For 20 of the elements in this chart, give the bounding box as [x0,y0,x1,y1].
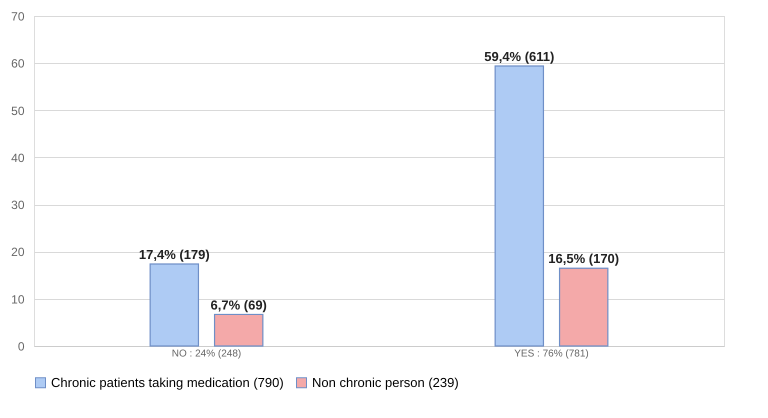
legend-label: Chronic patients taking medication (790) [51,374,284,390]
y-tick-label: 40 [11,150,25,165]
bar [150,263,200,347]
y-tick-label: 60 [11,56,25,71]
data-label: 59,4% (611) [484,48,554,64]
x-tick-label: NO : 24% (248) [172,348,242,360]
y-tick-label: 50 [11,104,25,118]
y-tick-label: 0 [18,340,25,354]
x-tick-label: YES : 76% (781) [514,348,589,360]
y-tick-label: 70 [11,10,25,24]
y-tick-label: 30 [11,198,25,212]
y-tick-label: 20 [11,245,25,260]
data-label: 16,5% (170) [548,251,620,266]
bar [494,65,544,347]
bar [214,314,264,347]
bar [558,268,608,347]
data-label: 17,4% (179) [138,246,210,262]
legend-label: Non chronic person (239) [312,374,459,390]
y-tick-label: 10 [11,292,25,306]
data-label: 6,7% (69) [210,297,267,312]
